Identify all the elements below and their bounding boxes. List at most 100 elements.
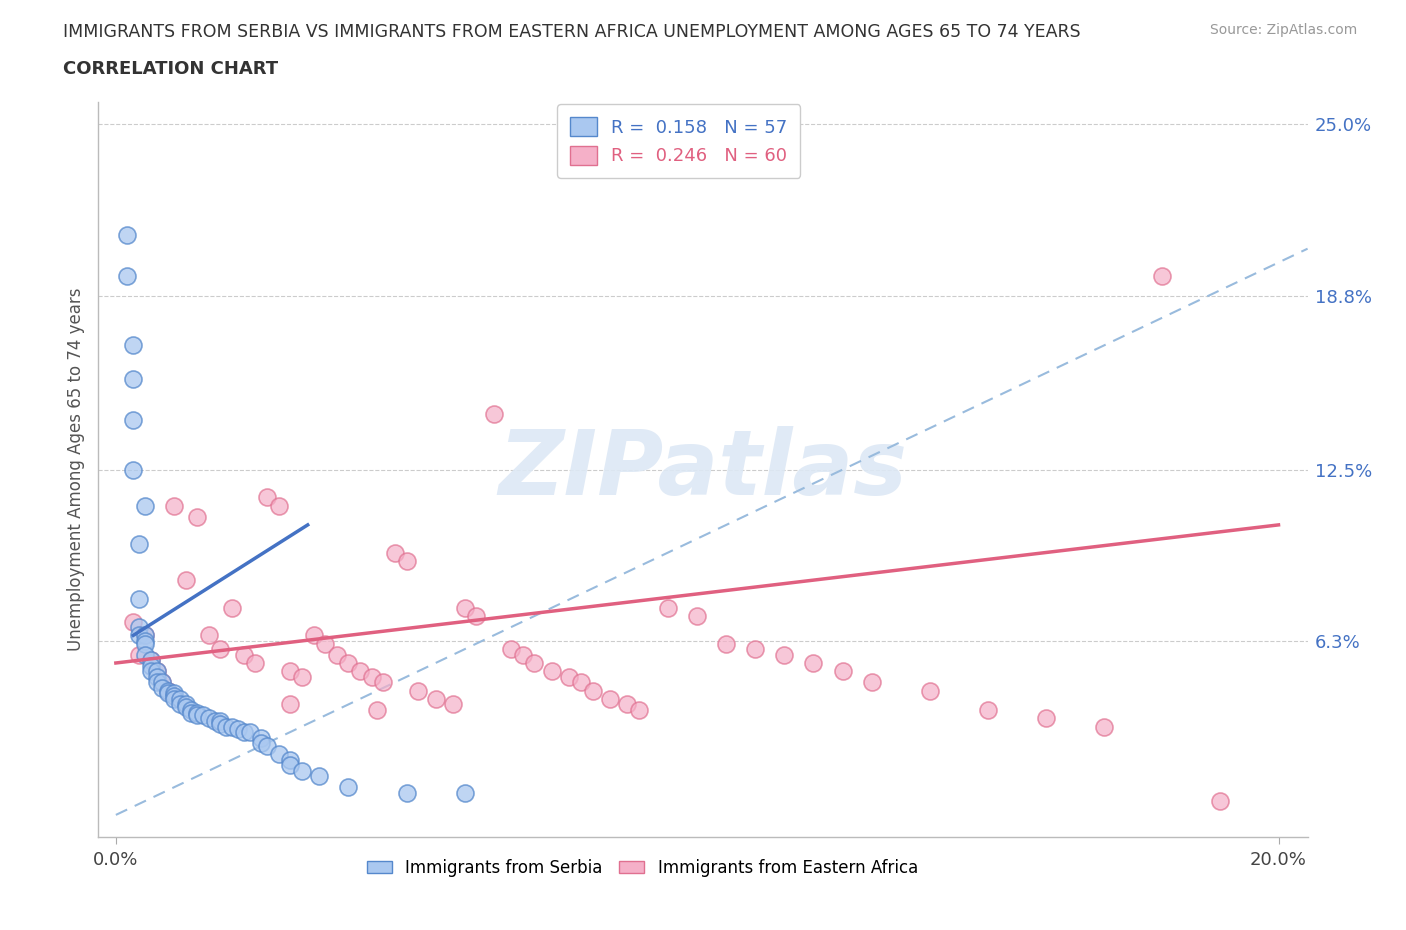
Point: [139, 653, 162, 668]
Point: [1209, 793, 1232, 808]
Text: CORRELATION CHART: CORRELATION CHART: [63, 60, 278, 78]
Point: [139, 664, 162, 679]
Point: [117, 269, 139, 284]
Point: [209, 642, 232, 657]
Point: [523, 656, 546, 671]
Point: [278, 758, 301, 773]
Point: [465, 608, 488, 623]
Point: [198, 711, 221, 725]
Point: [174, 699, 197, 714]
Point: [291, 764, 314, 778]
Point: [128, 592, 150, 607]
Point: [134, 628, 156, 643]
Point: [918, 684, 941, 698]
Point: [1152, 269, 1174, 284]
Point: [256, 490, 278, 505]
Point: [686, 608, 709, 623]
Point: [1092, 719, 1115, 734]
Point: [186, 705, 208, 720]
Point: [384, 545, 406, 560]
Point: [406, 684, 429, 698]
Point: [204, 713, 226, 728]
Point: [134, 498, 156, 513]
Point: [209, 713, 232, 728]
Point: [150, 675, 173, 690]
Point: [134, 633, 156, 648]
Point: [139, 653, 162, 668]
Point: [657, 600, 679, 615]
Point: [482, 407, 505, 422]
Point: [157, 684, 180, 698]
Point: [139, 658, 162, 673]
Point: [716, 636, 738, 651]
Point: [117, 228, 139, 243]
Point: [122, 614, 145, 629]
Point: [308, 769, 330, 784]
Point: [628, 702, 651, 717]
Point: [540, 664, 562, 679]
Point: [599, 692, 621, 707]
Point: [267, 498, 290, 513]
Point: [314, 636, 336, 651]
Point: [395, 785, 418, 800]
Point: [250, 736, 273, 751]
Point: [122, 338, 145, 352]
Point: [326, 647, 349, 662]
Point: [145, 670, 167, 684]
Point: [360, 670, 382, 684]
Point: [453, 600, 475, 615]
Point: [977, 702, 1000, 717]
Point: [373, 675, 395, 690]
Point: [174, 697, 197, 711]
Point: [501, 642, 523, 657]
Text: IMMIGRANTS FROM SERBIA VS IMMIGRANTS FROM EASTERN AFRICA UNEMPLOYMENT AMONG AGES: IMMIGRANTS FROM SERBIA VS IMMIGRANTS FRO…: [63, 23, 1081, 41]
Point: [256, 738, 278, 753]
Point: [169, 697, 191, 711]
Point: [145, 664, 167, 679]
Point: [512, 647, 534, 662]
Point: [122, 462, 145, 477]
Point: [150, 681, 173, 696]
Point: [337, 780, 360, 795]
Point: [291, 670, 314, 684]
Point: [278, 664, 301, 679]
Point: [1035, 711, 1057, 725]
Point: [441, 697, 464, 711]
Point: [581, 684, 603, 698]
Point: [773, 647, 796, 662]
Point: [278, 752, 301, 767]
Point: [232, 724, 254, 739]
Point: [245, 656, 267, 671]
Y-axis label: Unemployment Among Ages 65 to 74 years: Unemployment Among Ages 65 to 74 years: [66, 288, 84, 651]
Point: [128, 537, 150, 551]
Point: [169, 692, 191, 707]
Point: [558, 670, 581, 684]
Point: [250, 730, 273, 745]
Point: [134, 628, 156, 643]
Point: [744, 642, 766, 657]
Point: [226, 722, 249, 737]
Point: [860, 675, 883, 690]
Point: [134, 647, 156, 662]
Point: [186, 708, 208, 723]
Point: [239, 724, 262, 739]
Point: [163, 692, 186, 707]
Point: [302, 628, 325, 643]
Text: Source: ZipAtlas.com: Source: ZipAtlas.com: [1209, 23, 1357, 37]
Point: [180, 705, 202, 720]
Point: [191, 708, 214, 723]
Point: [232, 647, 254, 662]
Point: [616, 697, 638, 711]
Point: [215, 719, 238, 734]
Point: [209, 716, 232, 731]
Point: [128, 619, 150, 634]
Text: ZIPatlas: ZIPatlas: [499, 426, 907, 513]
Point: [337, 656, 360, 671]
Point: [150, 675, 173, 690]
Point: [569, 675, 592, 690]
Point: [163, 686, 186, 701]
Point: [349, 664, 371, 679]
Point: [157, 684, 180, 698]
Point: [122, 413, 145, 428]
Point: [157, 686, 180, 701]
